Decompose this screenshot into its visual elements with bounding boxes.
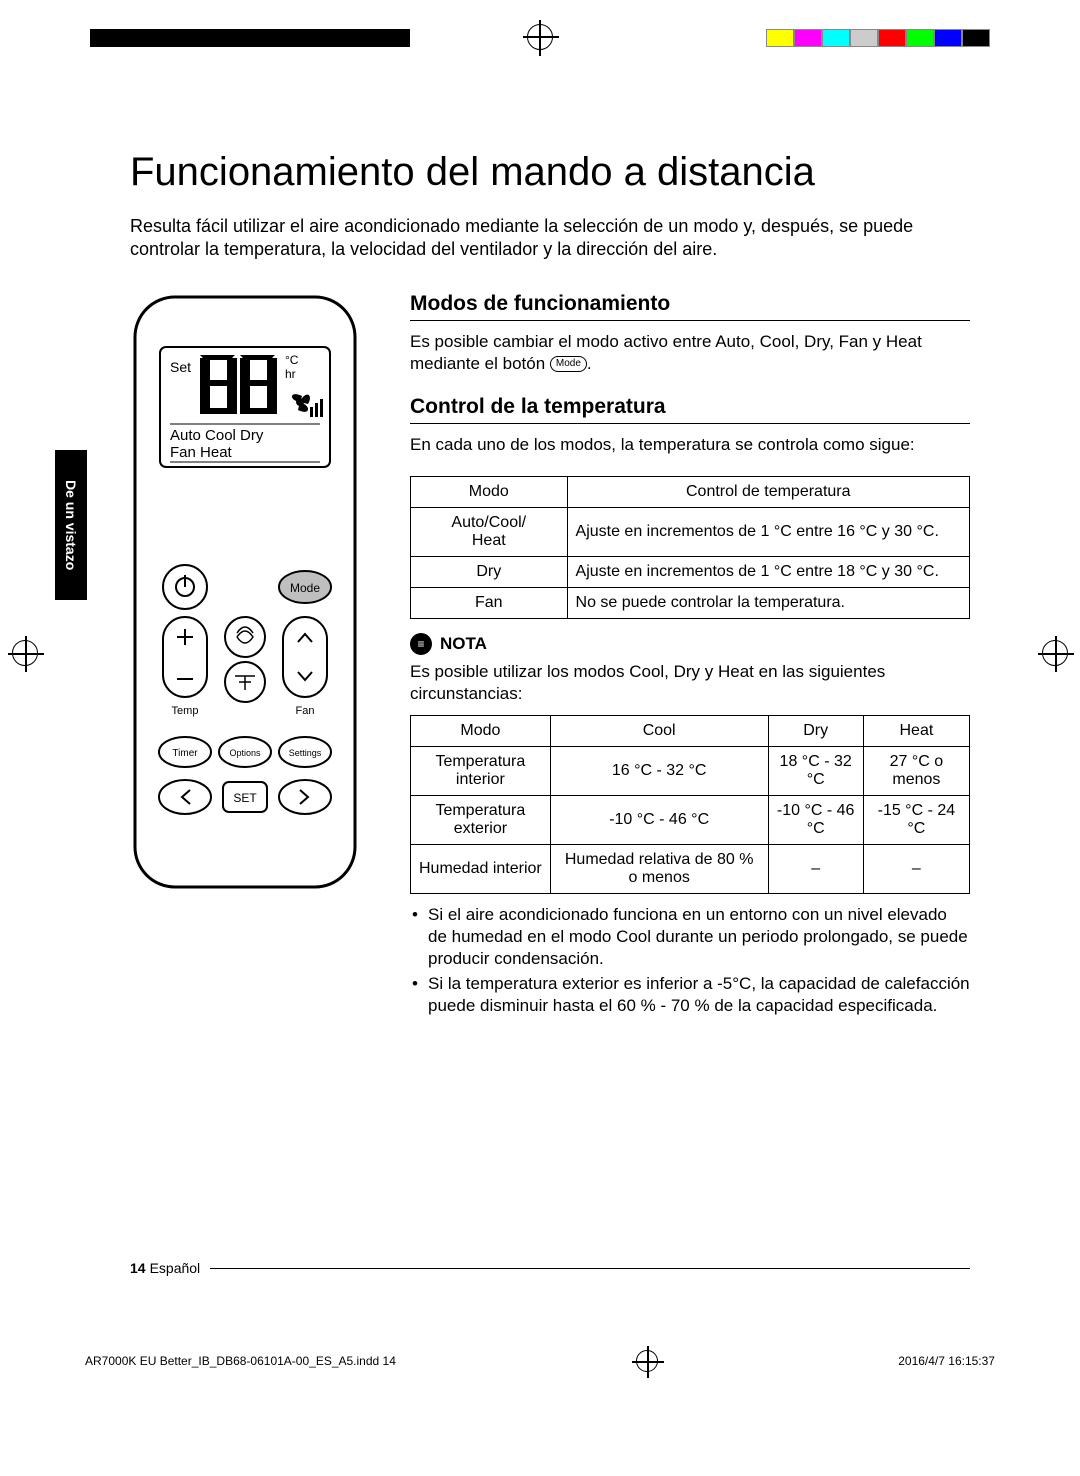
svg-text:Settings: Settings [289,748,322,758]
svg-text:°C: °C [285,353,299,367]
th: Heat [863,716,969,747]
page-title: Funcionamiento del mando a distancia [130,150,970,195]
temp-control-table: Modo Control de temperatura Auto/Cool/ H… [410,476,970,619]
crop-marks-top [80,28,1000,48]
svg-text:hr: hr [285,367,296,381]
th-mode: Modo [411,477,568,508]
th: Dry [768,716,863,747]
table-cell: Humedad interior [411,845,551,894]
svg-text:Fan Heat: Fan Heat [170,444,233,461]
nota-bullets: Si el aire acondicionado funciona en un … [410,904,970,1016]
print-file: AR7000K EU Better_IB_DB68-06101A-00_ES_A… [85,1354,396,1368]
table-cell: -10 °C - 46 °C [550,796,768,845]
svg-text:Options: Options [229,748,261,758]
print-date: 2016/4/7 16:15:37 [898,1354,995,1368]
print-footer: AR7000K EU Better_IB_DB68-06101A-00_ES_A… [85,1350,995,1372]
side-tab: De un vistazo [55,450,87,600]
table-cell: -10 °C - 46 °C [768,796,863,845]
svg-text:Auto Cool Dry: Auto Cool Dry [170,427,264,444]
prev-button[interactable] [159,780,211,814]
table-cell: Temperatura interior [411,747,551,796]
table-cell: Humedad relativa de 80 % o menos [550,845,768,894]
modes-text: Es posible cambiar el modo activo entre … [410,331,970,375]
next-button[interactable] [279,780,331,814]
modes-heading: Modos de funcionamiento [410,292,970,316]
table-cell: 16 °C - 32 °C [550,747,768,796]
table-cell: Fan [411,588,568,619]
svg-text:SET: SET [233,791,257,805]
set-button[interactable]: SET [223,782,267,812]
list-item: Si la temperatura exterior es inferior a… [428,973,970,1017]
table-cell: 27 °C o menos [863,747,969,796]
mode-button[interactable]: Mode [279,571,331,603]
table-cell: Auto/Cool/ Heat [411,508,568,557]
table-cell: Ajuste en incrementos de 1 °C entre 16 °… [567,508,969,557]
nota-text: Es posible utilizar los modos Cool, Dry … [410,661,970,705]
page-language: Español [150,1260,201,1276]
registration-mark-bottom-icon [636,1350,658,1372]
footer-line [210,1268,970,1269]
nota-table: Modo Cool Dry Heat Temperatura interior … [410,715,970,894]
nota-label: NOTA [440,634,487,654]
svg-text:Timer: Timer [172,748,198,759]
table-cell: Ajuste en incrementos de 1 °C entre 18 °… [567,557,969,588]
registration-mark-icon [527,24,553,50]
list-item: Si el aire acondicionado funciona en un … [428,904,970,970]
table-cell: -15 °C - 24 °C [863,796,969,845]
color-strip [766,29,990,47]
table-cell: – [863,845,969,894]
page-footer: 14 Español [130,1260,970,1276]
table-cell: – [768,845,863,894]
registration-mark-left-icon [12,640,38,666]
settings-button[interactable]: Settings [279,737,331,767]
registration-mark-right-icon [1042,640,1068,666]
remote-control-diagram: Set °C hr [130,292,360,892]
th-control: Control de temperatura [567,477,969,508]
th: Cool [550,716,768,747]
crop-black-bar [90,29,410,47]
note-icon: ≡ [410,633,432,655]
temp-text: En cada uno de los modos, la temperatura… [410,434,970,456]
svg-text:Fan: Fan [296,705,315,717]
mode-pill-icon: Mode [550,356,587,372]
svg-text:Mode: Mode [290,581,320,595]
table-cell: Temperatura exterior [411,796,551,845]
svg-text:Temp: Temp [172,705,199,717]
table-cell: Dry [411,557,568,588]
table-cell: 18 °C - 32 °C [768,747,863,796]
page-content: Funcionamiento del mando a distancia Res… [130,150,970,1017]
table-cell: No se puede controlar la temperatura. [567,588,969,619]
intro-text: Resulta fácil utilizar el aire acondicio… [130,215,970,262]
svg-text:Set: Set [170,359,191,375]
th: Modo [411,716,551,747]
page-number: 14 [130,1260,146,1276]
timer-button[interactable]: Timer [159,737,211,767]
options-button[interactable]: Options [219,737,271,767]
temp-heading: Control de la temperatura [410,395,970,419]
